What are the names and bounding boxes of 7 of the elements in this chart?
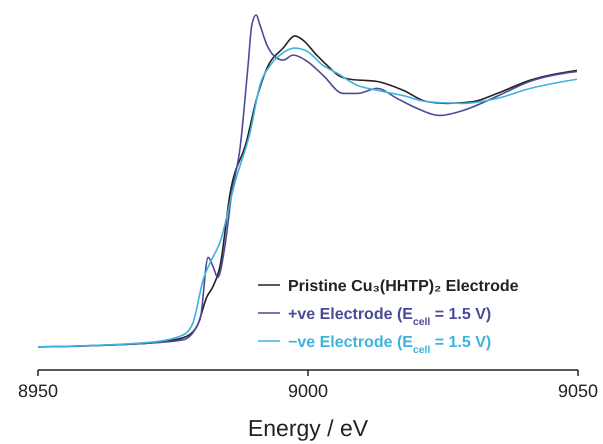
legend-label: Pristine Cu₃(HHTP)₂ Electrode [288,278,519,295]
x-tick-label: 9000 [288,381,328,401]
x-axis-title: Energy / eV [248,415,369,441]
legend-label: +ve Electrode (E$_{cell}$ = 1.5 V) [288,306,492,328]
x-tick-label: 9050 [558,381,598,401]
x-tick-label: 8950 [18,381,58,401]
legend-label: −ve Electrode (E$_{cell}$ = 1.5 V) [288,334,492,356]
